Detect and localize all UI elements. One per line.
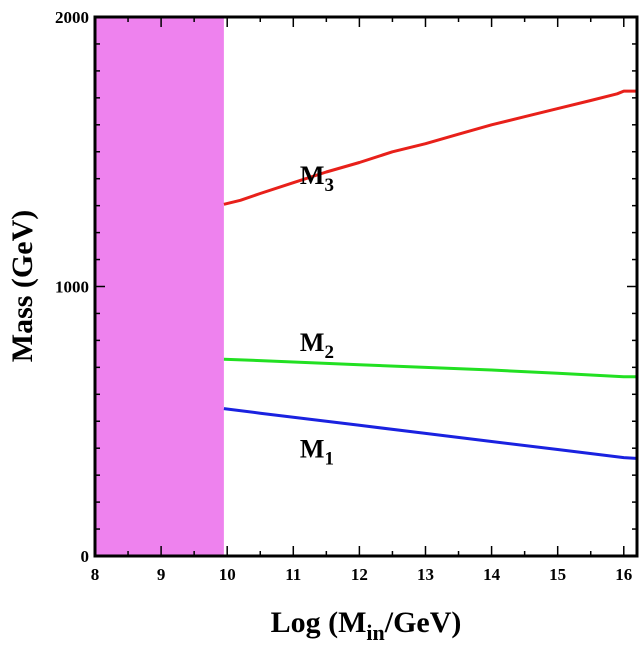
series-label-m1: M1 (300, 435, 334, 470)
x-axis-title: Log (Min/GeV) (271, 606, 462, 645)
x-tick-label: 15 (549, 565, 566, 584)
y-tick-label: 2000 (55, 8, 89, 27)
x-tick-label: 9 (157, 565, 166, 584)
y-tick-label: 1000 (55, 278, 89, 297)
x-tick-label: 13 (417, 565, 434, 584)
series-label-m2: M2 (300, 328, 334, 363)
x-tick-label: 12 (351, 565, 368, 584)
series-label-m3: M3 (300, 161, 334, 196)
excluded-region (95, 17, 224, 556)
series-line-m3 (223, 89, 637, 206)
y-axis-title: Mass (GeV) (6, 210, 39, 362)
x-tick-label: 11 (285, 565, 301, 584)
series-line-m2 (223, 357, 637, 379)
x-tick-label: 16 (615, 565, 632, 584)
x-tick-label: 10 (219, 565, 236, 584)
x-tick-label: 8 (91, 565, 100, 584)
y-tick-label: 0 (81, 547, 90, 566)
x-tick-label: 14 (483, 565, 501, 584)
series-line-m1 (223, 407, 638, 460)
plot-frame (93, 15, 639, 558)
